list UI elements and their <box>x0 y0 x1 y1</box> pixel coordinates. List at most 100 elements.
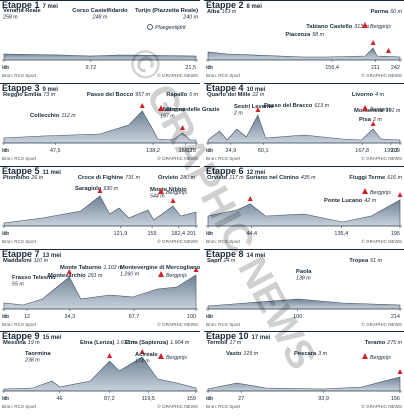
km-tick-label: 211 <box>371 65 380 71</box>
place-name: Piombino <box>3 175 30 181</box>
place-label: Alba 163 m <box>207 9 237 15</box>
place-label: Etna (Lenza) 1.631 m <box>80 340 136 346</box>
climb-marker <box>247 196 253 201</box>
place-label: Orvieto 117 m <box>207 175 244 181</box>
credit: © GRAPHIC NEWS <box>361 403 402 409</box>
place-name: Quarto dei Mille <box>207 92 251 98</box>
place-label: Quarto dei Mille 22 m <box>207 92 265 98</box>
place-label: Passo del Bocco 957 m <box>87 92 151 98</box>
legend-icon <box>362 353 368 359</box>
stage-name: Etappe 5 <box>2 166 40 176</box>
km-tick-label: 0 <box>4 231 7 237</box>
km-tick-label: 156 <box>391 396 400 402</box>
place-label: Corso Castelfidardo 248 m <box>72 8 128 21</box>
source: Bron: RCS Sport <box>206 404 241 409</box>
source: Bron: RCS Sport <box>2 239 37 244</box>
place-label: Tabiano Castello 313 m <box>306 24 369 30</box>
place-name: Reggio Emilia <box>3 92 42 98</box>
place-elevation: 174 m <box>135 359 150 365</box>
place-elevation: 3 m <box>318 351 327 357</box>
climb-marker <box>397 369 403 374</box>
place-elevation: 129 m <box>243 351 258 357</box>
km-tick-label: 87,2 <box>104 396 115 402</box>
source: Bron: RCS Sport <box>2 156 37 161</box>
place-name: Venaria Reale <box>3 8 41 14</box>
place-label: Pescara 3 m <box>294 351 328 357</box>
place-elevation: 1.260 m <box>120 272 140 278</box>
stage-date: 14 mei <box>247 253 266 259</box>
place-name: Pescara <box>294 351 317 357</box>
km-label: km <box>206 148 214 154</box>
place-label: Reggio Emilia 73 m <box>3 92 56 98</box>
km-tick-label: 201 <box>187 231 196 237</box>
stage-name: Etappe 7 <box>2 249 40 259</box>
place-label: Monte Taburno 1.102 m <box>60 265 123 271</box>
place-name: Ponte Lucano <box>324 198 363 204</box>
stage-title: Etappe 10 17 mei <box>206 331 271 341</box>
climb-marker <box>370 121 376 126</box>
stage-date: 17 mei <box>252 335 271 341</box>
legend-icon <box>362 105 368 111</box>
km-tick-label: 0 <box>208 148 211 154</box>
place-elevation: 117 m <box>229 175 244 181</box>
source: Bron: RCS Sport <box>206 239 241 244</box>
stage-title: Etappe 5 11 mei <box>2 166 61 176</box>
place-elevation: 163 m <box>222 9 237 15</box>
place-elevation: 61 m <box>370 258 382 264</box>
place-label: Vasto 129 m <box>226 351 259 357</box>
place-elevation: 275 m <box>386 340 402 346</box>
stage-name: Etappe 3 <box>2 83 40 93</box>
elevation-profile <box>207 199 401 227</box>
legend-label: Bergprijs <box>370 107 391 113</box>
km-tick-label: 135,4 <box>334 231 348 237</box>
legend-icon <box>362 22 368 28</box>
place-name: Taormina <box>25 351 51 357</box>
place-label: Parma 60 m <box>370 9 402 15</box>
km-tick-label: 209 <box>391 148 400 154</box>
place-elevation: 26 m <box>30 175 43 181</box>
stage-title: Etappe 8 14 mei <box>206 249 266 259</box>
place-name: Montevergine di Mercogliano <box>120 265 201 271</box>
place-name: Etna (Sapienza) <box>125 340 168 346</box>
source: Bron: RCS Sport <box>206 156 241 161</box>
place-name: Tabiano Castello <box>306 24 352 30</box>
legend-icon <box>158 105 164 111</box>
legend-icon <box>147 24 153 30</box>
km-tick-label: 47,5 <box>50 148 61 154</box>
km-tick-label: 100 <box>187 314 196 320</box>
km-tick-label: 60,1 <box>258 148 269 154</box>
climb-marker <box>255 107 261 112</box>
place-elevation: 1.102 m <box>103 265 123 271</box>
place-name: Maddaloni <box>3 258 32 264</box>
km-tick-label: 159 <box>187 396 196 402</box>
place-label: Maddaloni 110 m <box>3 258 49 264</box>
legend-icon <box>158 353 164 359</box>
km-tick-label: 0 <box>208 231 211 237</box>
place-elevation: 616 m <box>387 175 402 181</box>
stage-title: Etappe 7 13 mei <box>2 249 62 259</box>
elevation-profile <box>3 53 197 61</box>
place-elevation: 2 m <box>372 117 382 123</box>
place-label: Sapri 24 m <box>207 258 236 264</box>
place-elevation: 73 m <box>43 92 55 98</box>
place-label: Venaria Reale 258 m <box>2 8 41 21</box>
place-label: Pisa 2 m <box>359 117 382 123</box>
place-name: Soriano nel Cimino <box>246 175 299 181</box>
stage-date: 13 mei <box>43 253 62 259</box>
place-label: Passo del Bracco 613 m <box>264 103 330 109</box>
km-tick-label: 0 <box>208 65 211 71</box>
place-label: Piacenza 58 m <box>285 32 324 38</box>
km-tick-label: 168,2 <box>179 148 193 154</box>
place-elevation: 313 m <box>354 24 369 30</box>
place-elevation: 58 m <box>312 32 324 38</box>
legend-label: Bergprijs <box>370 190 391 196</box>
km-tick-label: 182,4 <box>171 231 185 237</box>
climb-marker <box>193 267 199 272</box>
